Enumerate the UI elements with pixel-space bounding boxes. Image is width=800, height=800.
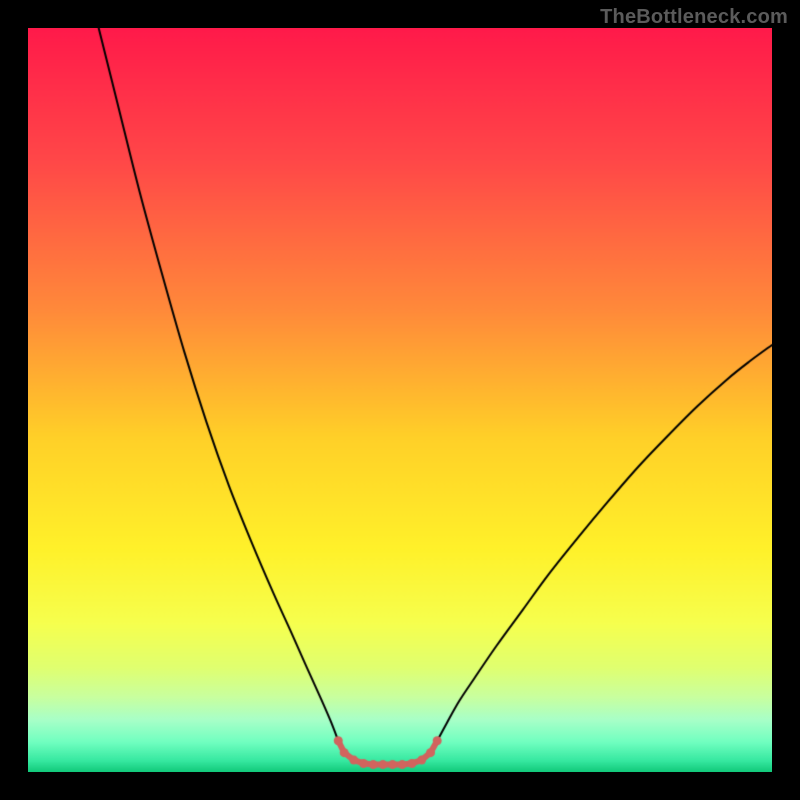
watermark-label: TheBottleneck.com: [600, 6, 788, 29]
page-root: TheBottleneck.com: [0, 0, 800, 800]
plot-area: [28, 28, 772, 772]
plot-canvas: [28, 28, 772, 772]
